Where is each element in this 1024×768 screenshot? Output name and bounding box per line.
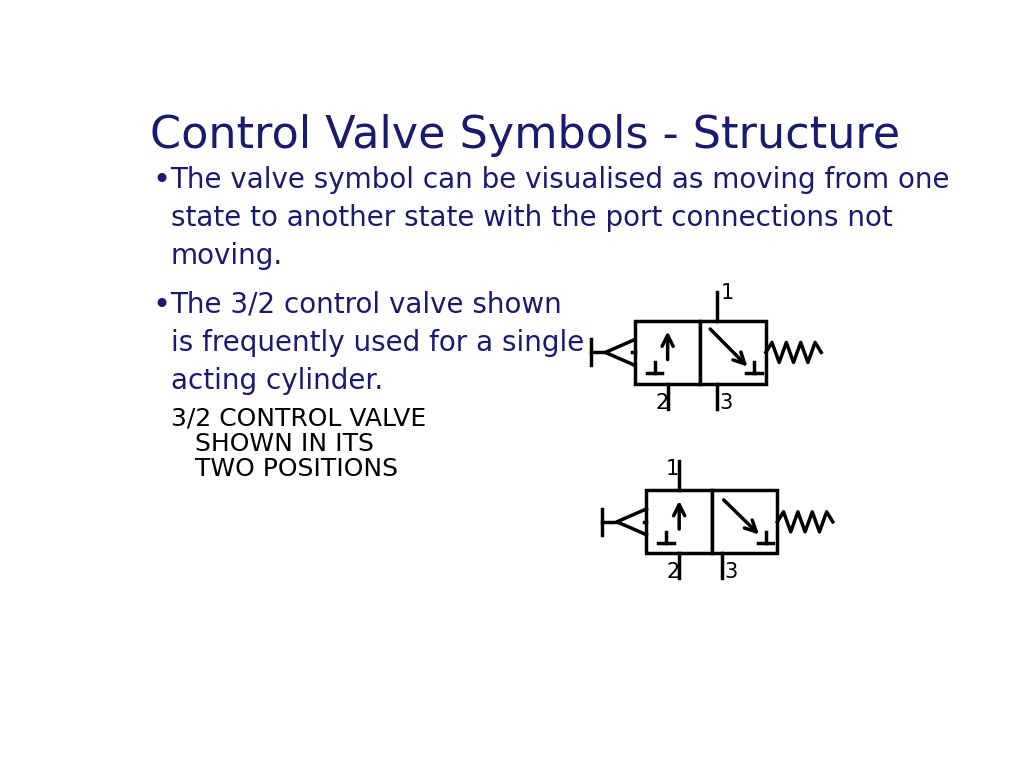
- Text: 2: 2: [667, 562, 680, 582]
- Text: 3: 3: [725, 562, 738, 582]
- Text: Control Valve Symbols - Structure: Control Valve Symbols - Structure: [150, 114, 900, 157]
- Text: 3/2 CONTROL VALVE: 3/2 CONTROL VALVE: [171, 406, 426, 430]
- Text: SHOWN IN ITS: SHOWN IN ITS: [171, 432, 374, 455]
- Text: 3: 3: [720, 392, 733, 412]
- Bar: [700, 321, 766, 384]
- Text: 1: 1: [666, 458, 679, 479]
- Text: The valve symbol can be visualised as moving from one
state to another state wit: The valve symbol can be visualised as mo…: [171, 166, 950, 270]
- Text: TWO POSITIONS: TWO POSITIONS: [171, 457, 397, 481]
- Bar: [712, 490, 777, 554]
- Bar: [635, 321, 700, 384]
- Bar: [646, 490, 712, 554]
- Text: The 3/2 control valve shown
is frequently used for a single
acting cylinder.: The 3/2 control valve shown is frequentl…: [171, 291, 584, 395]
- Text: •: •: [153, 291, 170, 319]
- Text: 2: 2: [655, 392, 669, 412]
- Text: •: •: [153, 166, 170, 195]
- Text: 1: 1: [721, 283, 734, 303]
